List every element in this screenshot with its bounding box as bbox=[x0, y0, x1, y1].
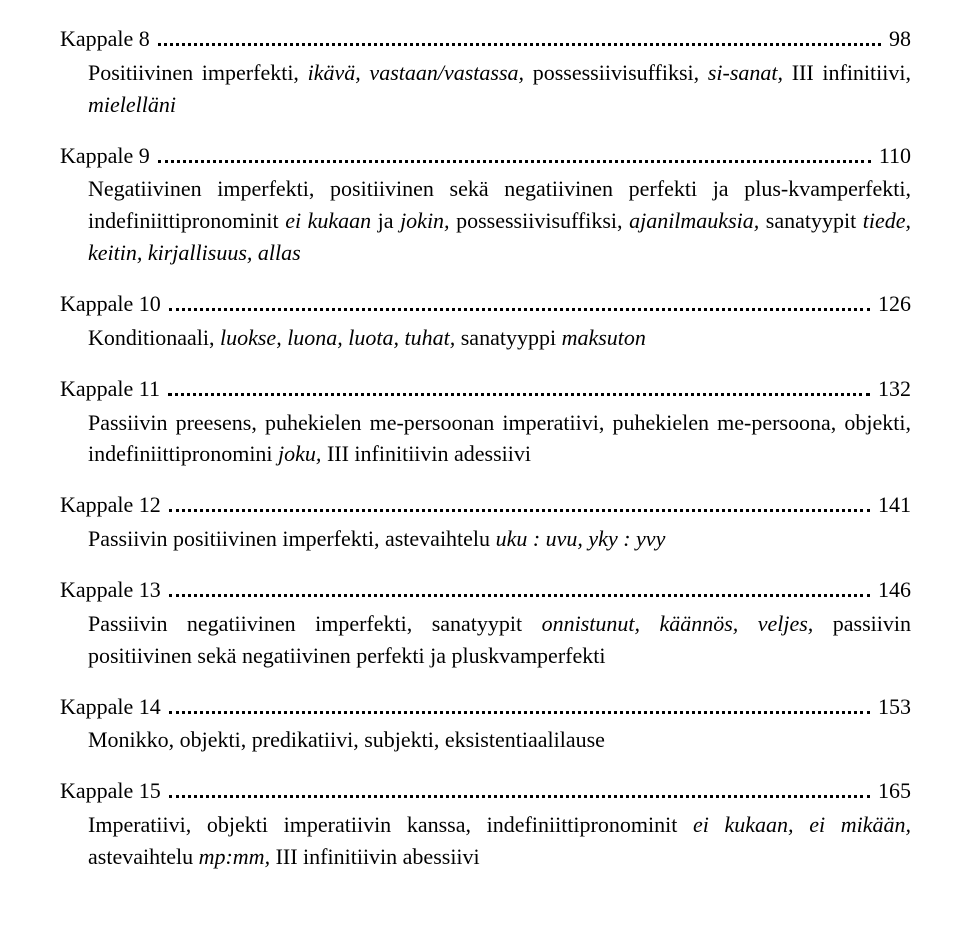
chapter-description: Monikko, objekti, predikatiivi, subjekti… bbox=[88, 724, 911, 756]
desc-text: III infinitiivi, bbox=[783, 60, 911, 85]
toc-entry: Kappale 898Positiivinen imperfekti, ikäv… bbox=[60, 24, 911, 121]
desc-italic-text: si-sanat, bbox=[708, 60, 783, 85]
desc-italic-text: maksuton bbox=[562, 325, 646, 350]
dot-leader bbox=[169, 782, 870, 798]
toc-title-row: Kappale 9 110 bbox=[60, 141, 911, 172]
desc-italic-text: ajanilmauksia, bbox=[629, 208, 759, 233]
table-of-contents: Kappale 898Positiivinen imperfekti, ikäv… bbox=[60, 24, 911, 873]
dot-leader bbox=[168, 380, 870, 396]
desc-text: possessiivisuffiksi, bbox=[524, 60, 708, 85]
toc-title-row: Kappale 13 146 bbox=[60, 575, 911, 606]
toc-title-row: Kappale 11 132 bbox=[60, 374, 911, 405]
page-number: 110 bbox=[879, 141, 911, 172]
desc-italic-text: jokin, bbox=[400, 208, 450, 233]
desc-italic-text: mp:mm, bbox=[199, 844, 271, 869]
desc-text: Passiivin negatiivinen imperfekti, sanat… bbox=[88, 611, 542, 636]
toc-entry: Kappale 9 110Negatiivinen imperfekti, pos… bbox=[60, 141, 911, 269]
desc-italic-text: luokse, luona, luota, tuhat, bbox=[220, 325, 455, 350]
page-number: 153 bbox=[878, 692, 911, 723]
page-number: 132 bbox=[878, 374, 911, 405]
page-number: 126 bbox=[878, 289, 911, 320]
toc-entry: Kappale 13 146 Passiivin negatiivinen impe… bbox=[60, 575, 911, 672]
dot-leader bbox=[169, 496, 870, 512]
desc-text: sanatyypit bbox=[759, 208, 862, 233]
toc-entry: Kappale 14 153 Monikko, objekti, predikati… bbox=[60, 692, 911, 757]
chapter-label: Kappale 14 bbox=[60, 692, 161, 723]
toc-entry: Kappale 11 132Passiivin preesens, puhekie… bbox=[60, 374, 911, 471]
desc-italic-text: mielelläni bbox=[88, 92, 176, 117]
chapter-label: Kappale 13 bbox=[60, 575, 161, 606]
desc-text: possessiivisuffiksi, bbox=[450, 208, 630, 233]
chapter-label: Kappale 12 bbox=[60, 490, 161, 521]
chapter-label: Kappale 11 bbox=[60, 374, 160, 405]
page-number: 141 bbox=[878, 490, 911, 521]
desc-text: ja bbox=[371, 208, 400, 233]
desc-text: Imperatiivi, objekti imperatiivin kanssa… bbox=[88, 812, 693, 837]
toc-title-row: Kappale 12 141 bbox=[60, 490, 911, 521]
dot-leader bbox=[169, 295, 870, 311]
desc-text: III infinitiivin abessiivi bbox=[270, 844, 480, 869]
chapter-description: Passiivin negatiivinen imperfekti, sanat… bbox=[88, 608, 911, 672]
chapter-description: Konditionaali, luokse, luona, luota, tuh… bbox=[88, 322, 911, 354]
chapter-label: Kappale 10 bbox=[60, 289, 161, 320]
chapter-label: Kappale 9 bbox=[60, 141, 150, 172]
desc-italic-text: ei kukaan bbox=[285, 208, 371, 233]
dot-leader bbox=[158, 30, 881, 46]
toc-entry: Kappale 10126Konditionaali, luokse, luon… bbox=[60, 289, 911, 354]
toc-title-row: Kappale 15 165 bbox=[60, 776, 911, 807]
toc-entry: Kappale 15 165 Imperatiivi, objekti impera… bbox=[60, 776, 911, 873]
toc-title-row: Kappale 8 98 bbox=[60, 24, 911, 55]
page-number: 146 bbox=[878, 575, 911, 606]
desc-text: Monikko, objekti, predikatiivi, subjekti… bbox=[88, 727, 605, 752]
page-number: 98 bbox=[889, 24, 911, 55]
desc-text: III infinitiivin adessiivi bbox=[321, 441, 531, 466]
toc-title-row: Kappale 14 153 bbox=[60, 692, 911, 723]
desc-italic-text: uku : uvu, yky : yvy bbox=[496, 526, 666, 551]
page-number: 165 bbox=[878, 776, 911, 807]
desc-italic-text: ikävä, vastaan/vastassa, bbox=[308, 60, 524, 85]
chapter-label: Kappale 8 bbox=[60, 24, 150, 55]
chapter-description: Passiivin positiivinen imperfekti, astev… bbox=[88, 523, 911, 555]
toc-entry: Kappale 12 141 Passiivin positiivinen impe… bbox=[60, 490, 911, 555]
toc-title-row: Kappale 10 126 bbox=[60, 289, 911, 320]
chapter-description: Passiivin preesens, puhekielen me-persoo… bbox=[88, 407, 911, 471]
desc-text: Positiivinen imperfekti, bbox=[88, 60, 308, 85]
dot-leader bbox=[158, 146, 871, 162]
chapter-label: Kappale 15 bbox=[60, 776, 161, 807]
desc-text: Konditionaali, bbox=[88, 325, 220, 350]
dot-leader bbox=[169, 697, 870, 713]
chapter-description: Negatiivinen imperfekti, positiivinen se… bbox=[88, 173, 911, 269]
chapter-description: Positiivinen imperfekti, ikävä, vastaan/… bbox=[88, 57, 911, 121]
dot-leader bbox=[169, 581, 870, 597]
desc-italic-text: joku, bbox=[278, 441, 321, 466]
desc-text: sanatyyppi bbox=[455, 325, 561, 350]
desc-text: astevaihtelu bbox=[88, 844, 199, 869]
desc-text: Passiivin positiivinen imperfekti, astev… bbox=[88, 526, 496, 551]
chapter-description: Imperatiivi, objekti imperatiivin kanssa… bbox=[88, 809, 911, 873]
desc-italic-text: onnistunut, käännös, veljes, bbox=[542, 611, 814, 636]
desc-italic-text: ei kukaan, ei mikään, bbox=[693, 812, 911, 837]
